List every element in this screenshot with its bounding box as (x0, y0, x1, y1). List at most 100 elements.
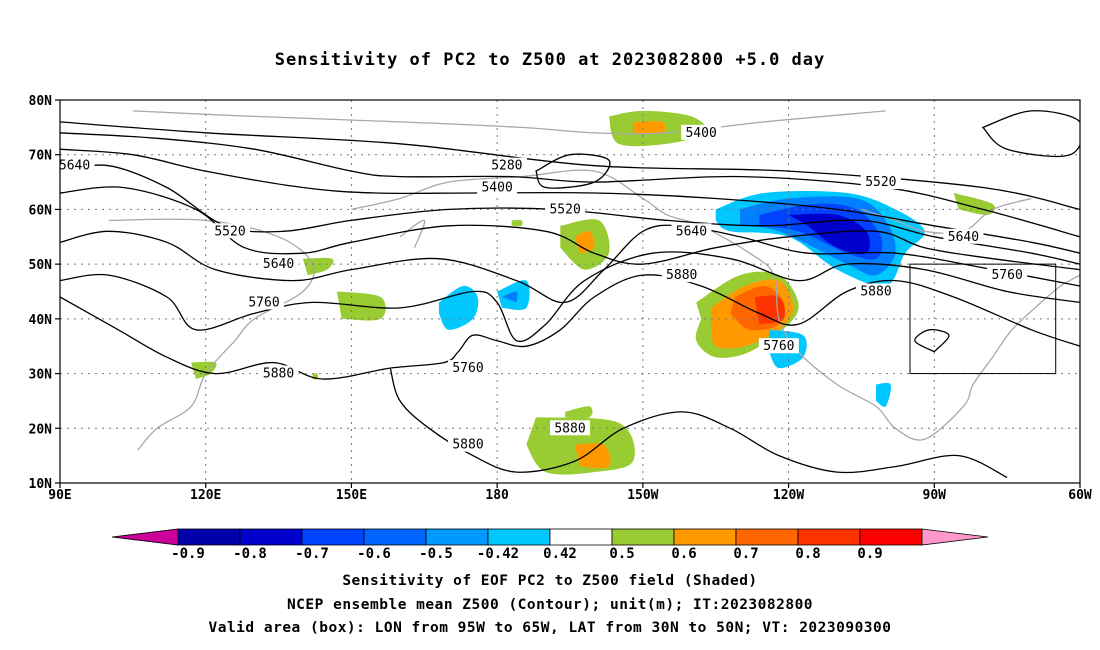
contour-label: 5520 (865, 175, 896, 190)
lon-tick-label: 180 (485, 488, 509, 503)
contour-label: 5760 (452, 361, 483, 376)
page-title: Sensitivity of PC2 to Z500 at 2023082800… (274, 50, 826, 70)
contour-label-bg (943, 228, 984, 244)
contour-label: 5640 (676, 224, 707, 239)
contour-label-bg (486, 157, 527, 173)
contour-label: 5760 (248, 295, 279, 310)
colorbar-label: 0.5 (609, 546, 634, 560)
lat-tick-label: 40N (29, 313, 53, 328)
contour-label-bg (54, 157, 95, 173)
contour-line (914, 328, 950, 353)
sensitivity-shading (191, 110, 996, 475)
shaded-region (876, 382, 891, 407)
colorbar-segment (797, 528, 861, 546)
shaded-region (302, 257, 334, 276)
contour-label-bg (987, 267, 1028, 283)
contour-label-bg (860, 174, 901, 190)
colorbar-label: 0.42 (543, 546, 577, 560)
contour-label-bg (758, 338, 799, 354)
contour-line (60, 148, 1080, 254)
colorbar-segment (301, 528, 365, 546)
colorbar-segment (735, 528, 799, 546)
lat-tick-label: 80N (29, 94, 53, 109)
colorbar-label: -0.9 (171, 546, 205, 560)
shaded-region (574, 443, 611, 469)
contour-label: 5880 (263, 367, 294, 382)
contour-label-bg (244, 294, 284, 310)
shaded-region (191, 361, 217, 379)
map-frame (59, 99, 1081, 484)
colorbar-segment (673, 528, 737, 546)
contour-label: 5280 (491, 159, 522, 174)
contour-label-bg (856, 283, 896, 299)
lon-tick-label: 90E (48, 488, 71, 503)
lat-tick-label: 30N (29, 368, 53, 383)
lat-tick-label: 20N (29, 422, 53, 437)
colorbar-label: -0.5 (419, 546, 453, 560)
colorbar-label: -0.8 (233, 546, 267, 560)
contour-labels: 5640 5280 5400 5400 5520 5520 5520 5640 5640 5640… (54, 124, 1028, 453)
contour-label-bg (258, 256, 299, 272)
contour-line (981, 110, 1080, 158)
colorbar-triangle-low (111, 528, 179, 546)
valid-area-box (909, 263, 1057, 375)
colorbar-segment (177, 528, 241, 546)
contour-label: 5760 (763, 339, 794, 354)
map-plot: 5640 5280 5400 5400 5520 5520 5520 5640 5640 5640… (29, 94, 1092, 560)
contour-label: 5640 (263, 257, 294, 272)
colorbar-label: 0.6 (671, 546, 696, 560)
lon-tick-label: 60W (1068, 488, 1092, 503)
contour-line (60, 224, 1080, 304)
lon-tick-label: 150W (627, 488, 658, 503)
lon-tick-label: 150E (336, 488, 367, 503)
colorbar-label: -0.7 (295, 546, 329, 560)
shaded-region (788, 213, 870, 255)
shaded-region (502, 291, 518, 303)
colorbar-segment (487, 528, 551, 546)
colorbar-segment (611, 528, 675, 546)
shaded-region (511, 220, 523, 227)
contour-label: 5880 (452, 438, 483, 453)
colorbar-label: 0.7 (733, 546, 758, 560)
z500-contours (60, 110, 1080, 479)
colorbar-triangle-high (921, 528, 989, 546)
caption-shaded: Sensitivity of EOF PC2 to Z500 field (Sh… (342, 573, 758, 589)
contour-line (389, 367, 1008, 479)
shaded-region (565, 406, 593, 419)
coastline (399, 219, 426, 248)
contour-label: 5520 (549, 202, 580, 217)
shaded-region (574, 230, 595, 254)
contour-label: 5880 (666, 268, 697, 283)
colorbar-label: -0.6 (357, 546, 391, 560)
contour-label-bg (681, 124, 722, 140)
coastline (132, 110, 886, 135)
lat-tick-label: 50N (29, 258, 53, 273)
colorbar-segment (239, 528, 303, 546)
colorbar-label: 0.9 (857, 546, 882, 560)
contour-label-bg (210, 223, 250, 239)
shaded-region (438, 285, 479, 330)
contour-label: 5400 (685, 126, 716, 141)
contour-label: 5880 (860, 285, 891, 300)
contour-label-bg (477, 179, 518, 195)
lat-tick-label: 70N (29, 149, 53, 164)
contour-line (60, 251, 1080, 343)
shaded-region (633, 121, 666, 134)
lat-tick-label: 10N (29, 477, 53, 492)
colorbar-segment (363, 528, 427, 546)
lon-tick-label: 120W (773, 488, 804, 503)
colorbar: -0.9 -0.8 -0.7 -0.6 -0.5 -0.42 0.42 0.5 0.6 0.7 0.… (111, 528, 989, 560)
contour-label: 5760 (991, 268, 1022, 283)
colorbar-label: -0.42 (477, 546, 519, 560)
contour-label-bg (448, 436, 488, 452)
contour-line (60, 121, 1080, 211)
contour-line (535, 153, 611, 189)
contour-label-bg (448, 360, 488, 376)
contour-line (60, 132, 1080, 238)
contour-label: 5400 (481, 181, 512, 196)
colorbar-label: 0.8 (795, 546, 820, 560)
contour-label: 5640 (59, 159, 90, 174)
colorbar-segment (859, 528, 923, 546)
contour-label-bg (258, 365, 299, 381)
